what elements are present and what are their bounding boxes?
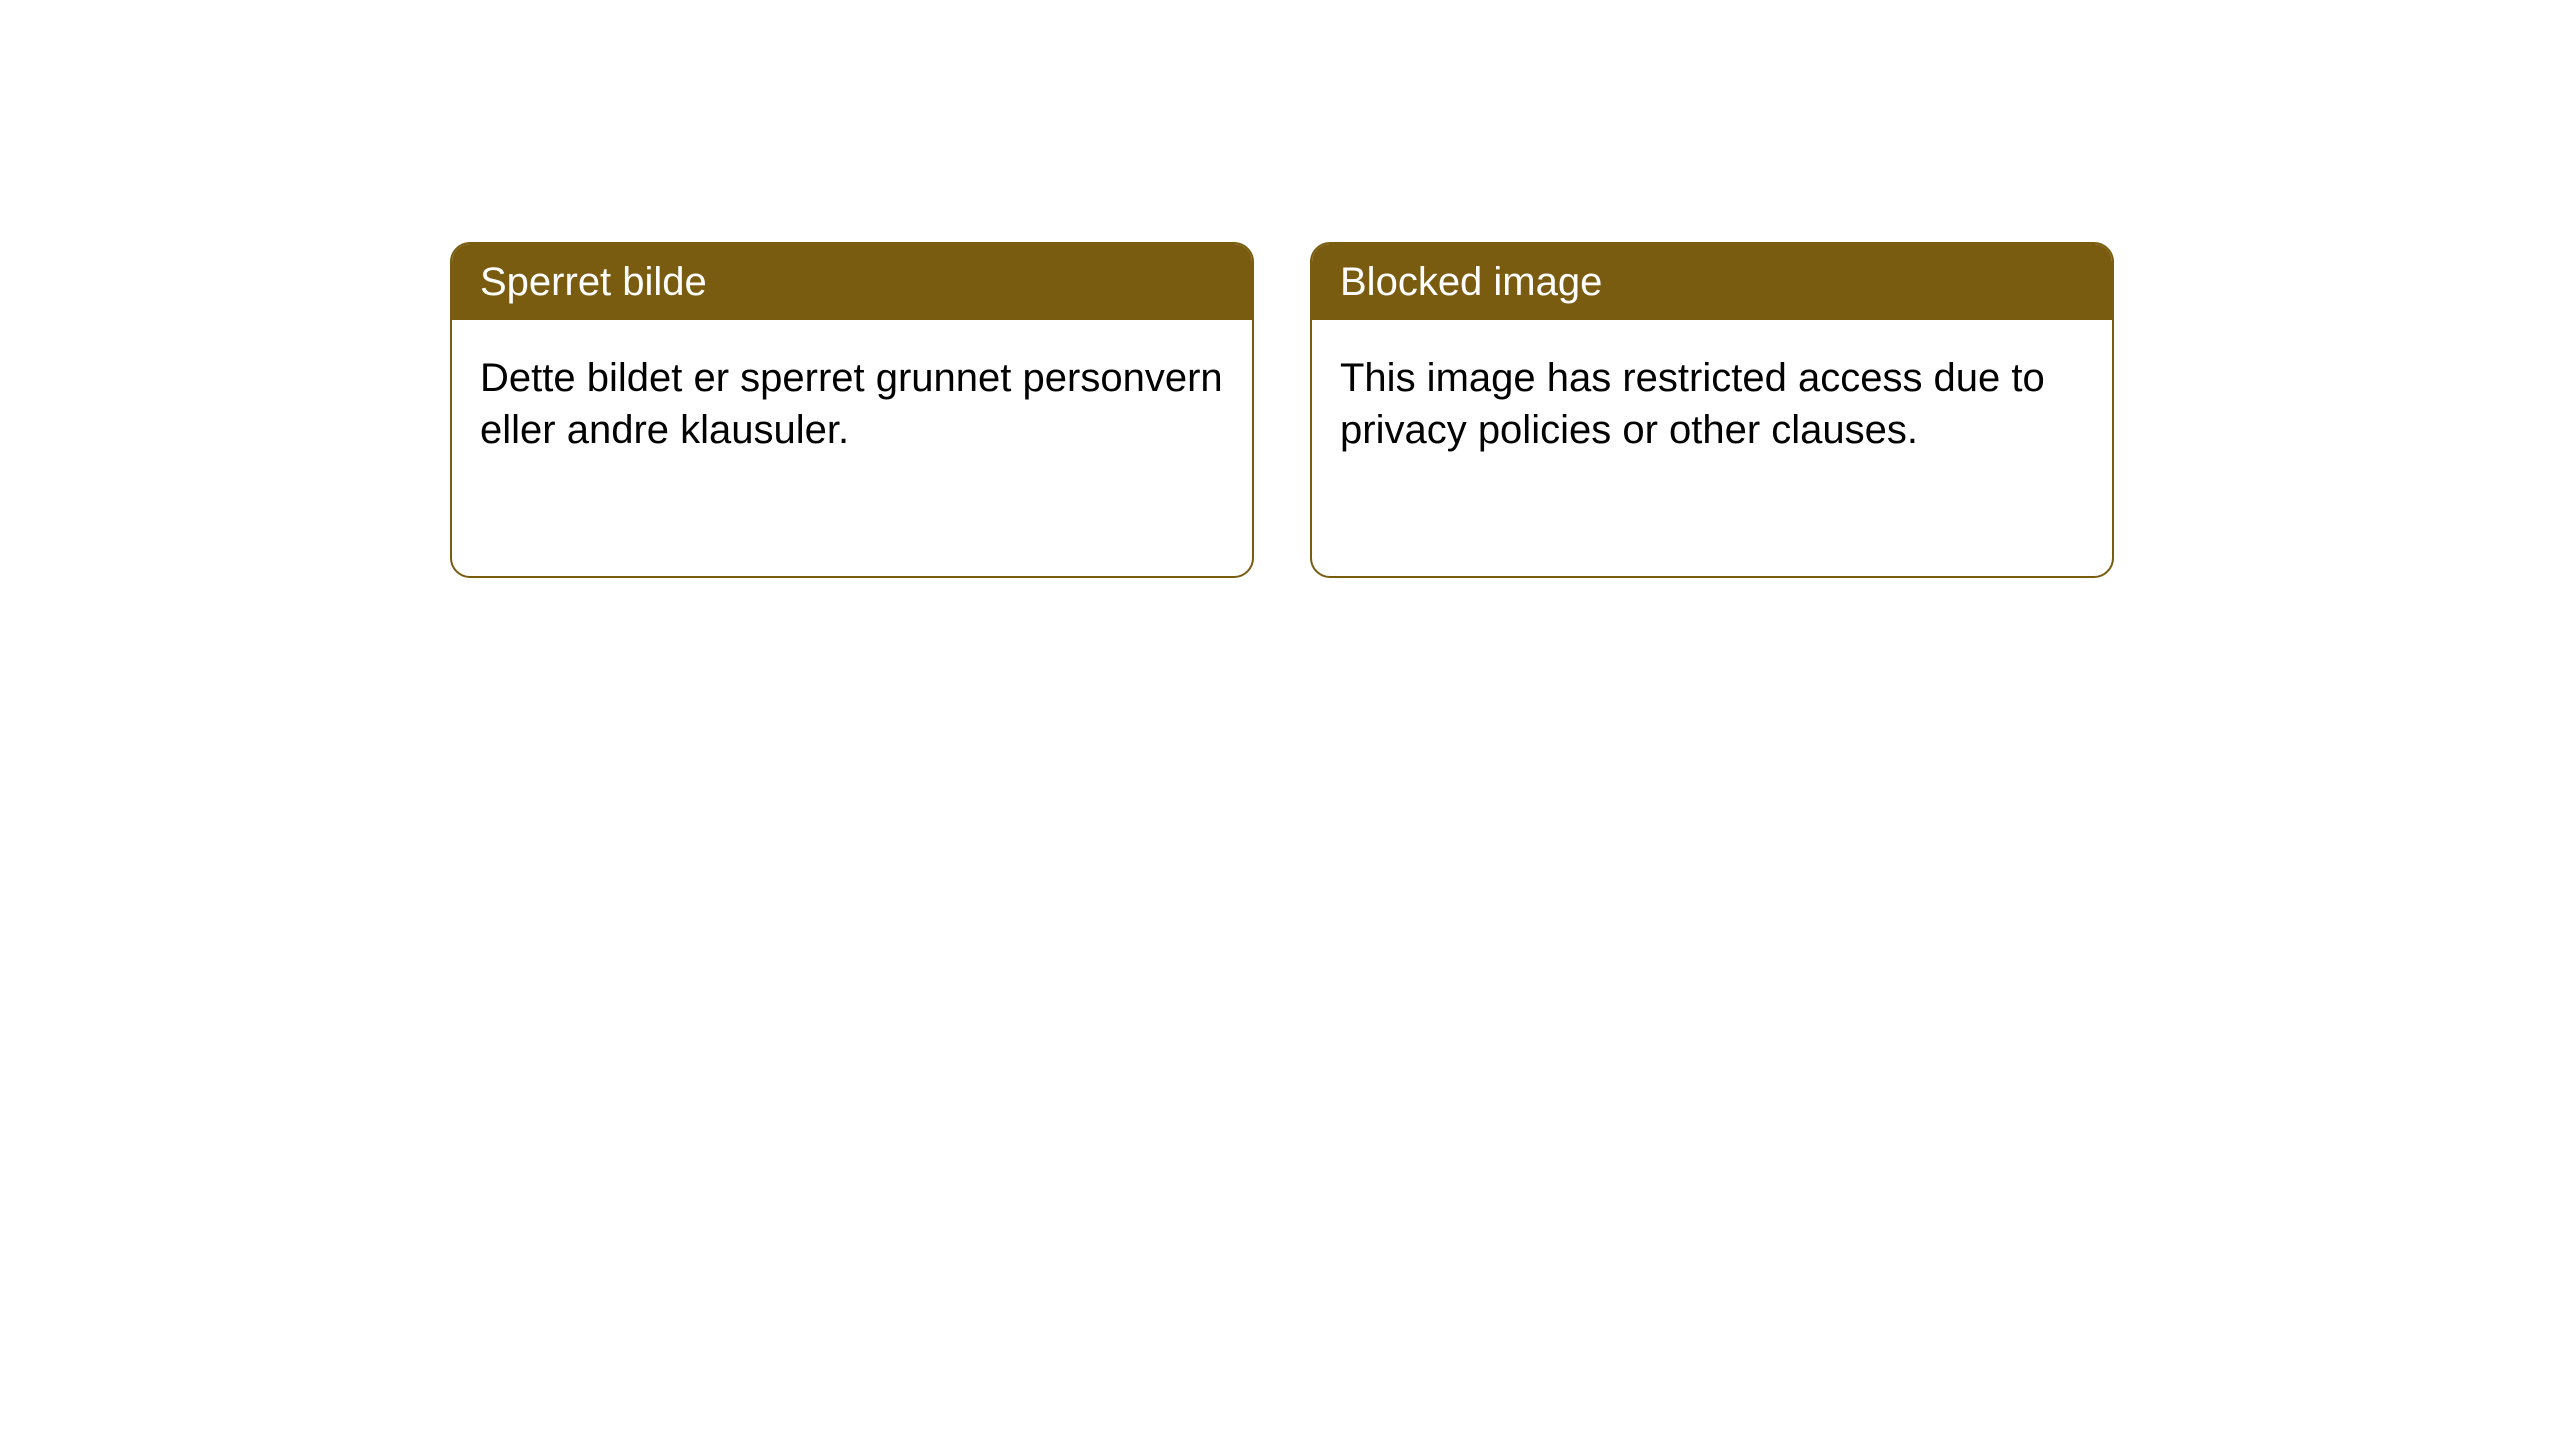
card-body: This image has restricted access due to … <box>1312 320 2112 488</box>
card-title: Sperret bilde <box>480 260 707 304</box>
card-body-text: Dette bildet er sperret grunnet personve… <box>480 356 1223 452</box>
notice-card-norwegian: Sperret bilde Dette bildet er sperret gr… <box>450 242 1254 578</box>
notice-cards-container: Sperret bilde Dette bildet er sperret gr… <box>450 242 2114 578</box>
card-body-text: This image has restricted access due to … <box>1340 356 2045 452</box>
card-body: Dette bildet er sperret grunnet personve… <box>452 320 1252 488</box>
card-header: Blocked image <box>1312 244 2112 320</box>
card-title: Blocked image <box>1340 260 1602 304</box>
card-header: Sperret bilde <box>452 244 1252 320</box>
notice-card-english: Blocked image This image has restricted … <box>1310 242 2114 578</box>
